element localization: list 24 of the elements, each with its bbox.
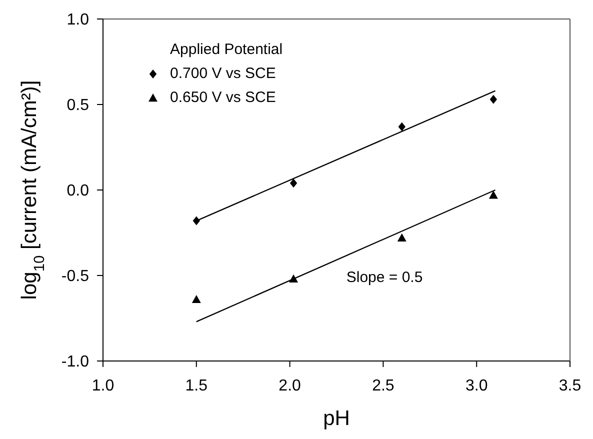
- legend-label: 0.700 V vs SCE: [170, 64, 276, 84]
- point: [397, 233, 406, 242]
- x-tick-label: 3.0: [465, 377, 488, 394]
- x-tick-label: 1.0: [92, 377, 114, 394]
- x-tick-label: 3.5: [558, 377, 582, 394]
- x-axis-title: pH: [323, 407, 350, 430]
- y-tick-label: 0.0: [66, 182, 90, 200]
- point: [289, 274, 298, 283]
- point: [290, 178, 298, 188]
- x-tick-label: 2.5: [372, 377, 394, 394]
- y-tick-label: 0.5: [66, 97, 90, 114]
- point: [490, 94, 498, 104]
- point: [488, 190, 498, 199]
- x-tick-label: 1.5: [185, 377, 208, 394]
- y-tick-label: -1.0: [61, 354, 90, 371]
- point: [398, 122, 406, 132]
- point: [192, 216, 200, 226]
- point: [192, 294, 201, 304]
- x-tick-label: 2.0: [278, 377, 302, 394]
- y-tick-label: -0.5: [61, 268, 90, 286]
- legend-title: Applied Potential: [170, 40, 283, 60]
- y-tick-label: 1.0: [66, 12, 90, 29]
- legend-label: 0.650 V vs SCE: [170, 88, 276, 108]
- annotation: Slope = 0.5: [346, 269, 423, 286]
